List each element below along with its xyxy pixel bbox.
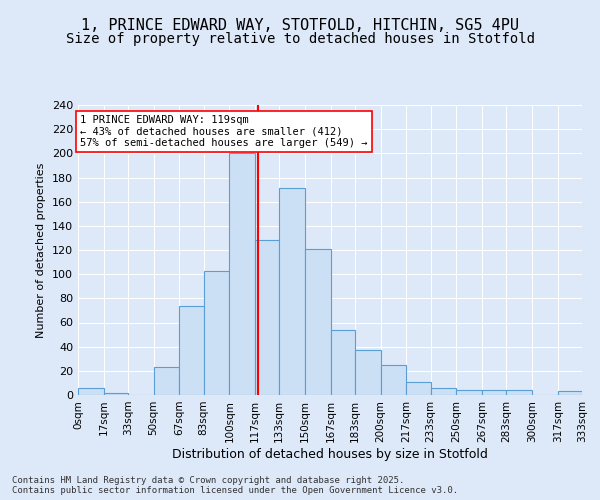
Bar <box>203 270 229 395</box>
Bar <box>381 365 406 395</box>
Bar <box>179 306 203 395</box>
Text: 1, PRINCE EDWARD WAY, STOTFOLD, HITCHIN, SG5 4PU: 1, PRINCE EDWARD WAY, STOTFOLD, HITCHIN,… <box>81 18 519 32</box>
Text: Size of property relative to detached houses in Stotfold: Size of property relative to detached ho… <box>65 32 535 46</box>
Y-axis label: Number of detached properties: Number of detached properties <box>37 162 46 338</box>
Bar <box>104 392 128 395</box>
Bar <box>154 367 179 395</box>
Bar <box>558 392 582 395</box>
Bar <box>406 382 431 395</box>
Bar <box>305 249 331 395</box>
Bar <box>506 390 532 395</box>
Bar <box>255 240 279 395</box>
Bar <box>431 388 457 395</box>
Bar <box>78 388 104 395</box>
Bar <box>482 390 506 395</box>
Bar <box>229 154 255 395</box>
Bar <box>457 390 482 395</box>
Bar <box>331 330 355 395</box>
Bar <box>355 350 381 395</box>
X-axis label: Distribution of detached houses by size in Stotfold: Distribution of detached houses by size … <box>172 448 488 460</box>
Text: Contains HM Land Registry data © Crown copyright and database right 2025.
Contai: Contains HM Land Registry data © Crown c… <box>12 476 458 495</box>
Text: 1 PRINCE EDWARD WAY: 119sqm
← 43% of detached houses are smaller (412)
57% of se: 1 PRINCE EDWARD WAY: 119sqm ← 43% of det… <box>80 114 368 148</box>
Bar <box>279 188 305 395</box>
